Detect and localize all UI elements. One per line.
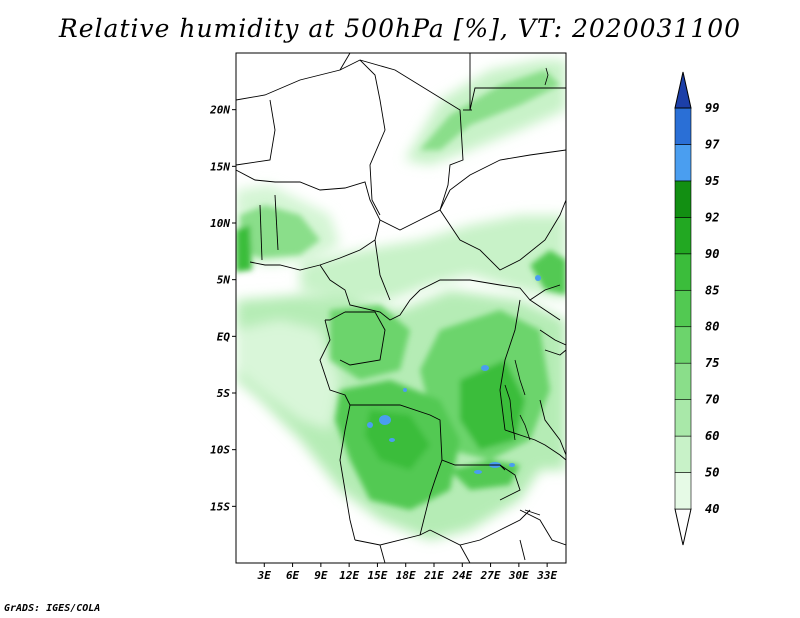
- colorbar: 40 50 60 70 75 80 85 90 92 95 97 99: [674, 71, 720, 546]
- lon-tick-label: 21E: [423, 569, 444, 582]
- lat-tick-label: 20N: [209, 104, 230, 117]
- longitude-axis: 3E 6E 9E 12E 15E 18E 21E 24E 27E 30E 33E: [257, 563, 557, 582]
- lon-tick-label: 9E: [314, 569, 328, 582]
- lon-tick-label: 12E: [339, 569, 359, 582]
- colorbar-segment: [674, 289, 692, 328]
- lat-tick-label: 5N: [217, 274, 231, 287]
- country-borders: [236, 53, 566, 563]
- lon-tick-label: 6E: [286, 569, 300, 582]
- lat-tick-label: 10N: [210, 217, 230, 230]
- colorbar-segment: [674, 253, 692, 291]
- plot-frame: [235, 52, 567, 564]
- colorbar-max-triangle: [674, 71, 692, 109]
- lat-tick-label: 15N: [210, 160, 230, 173]
- lon-tick-label: 33E: [536, 569, 557, 582]
- colorbar-segment: [674, 180, 692, 218]
- latitude-axis: 20N 15N 10N 5N EQ 5S 10S 15S: [209, 104, 236, 513]
- lat-tick-label: 5S: [217, 387, 231, 400]
- colorbar-label: 85: [705, 283, 719, 297]
- lon-tick-label: 30E: [508, 569, 529, 582]
- lon-tick-label: 15E: [367, 569, 387, 582]
- colorbar-segment: [674, 435, 692, 473]
- colorbar-label: 50: [705, 466, 719, 480]
- colorbar-min-triangle: [674, 508, 692, 546]
- map-title: Relative humidity at 500hPa [%], VT: 202…: [58, 14, 742, 43]
- colorbar-label: 95: [705, 174, 719, 188]
- colorbar-segment: [674, 472, 692, 510]
- grads-credit: GrADS: IGES/COLA: [4, 603, 101, 614]
- colorbar-label: 75: [705, 356, 719, 370]
- colorbar-label: 90: [705, 247, 719, 261]
- colorbar-segment: [674, 144, 692, 182]
- lat-tick-label: 15S: [210, 500, 230, 513]
- colorbar-segment: [674, 217, 692, 255]
- colorbar-segment: [674, 107, 692, 145]
- lon-tick-label: 27E: [480, 569, 501, 582]
- lat-tick-label: EQ: [217, 330, 231, 343]
- colorbar-label: 99: [705, 101, 719, 115]
- colorbar-label: 92: [705, 210, 719, 224]
- colorbar-label: 97: [705, 137, 720, 151]
- colorbar-label: 80: [705, 320, 719, 334]
- colorbar-segment: [674, 326, 692, 364]
- lon-tick-label: 24E: [451, 569, 472, 582]
- colorbar-label: 60: [705, 429, 719, 443]
- colorbar-segment: [674, 362, 692, 400]
- lat-tick-label: 10S: [210, 444, 230, 457]
- humidity-field: [236, 53, 566, 563]
- lon-tick-label: 18E: [396, 569, 416, 582]
- lon-tick-label: 3E: [257, 569, 272, 582]
- colorbar-label: 70: [705, 393, 719, 407]
- colorbar-segment: [674, 399, 692, 437]
- colorbar-label: 40: [705, 502, 719, 516]
- lakes: [504, 67, 549, 516]
